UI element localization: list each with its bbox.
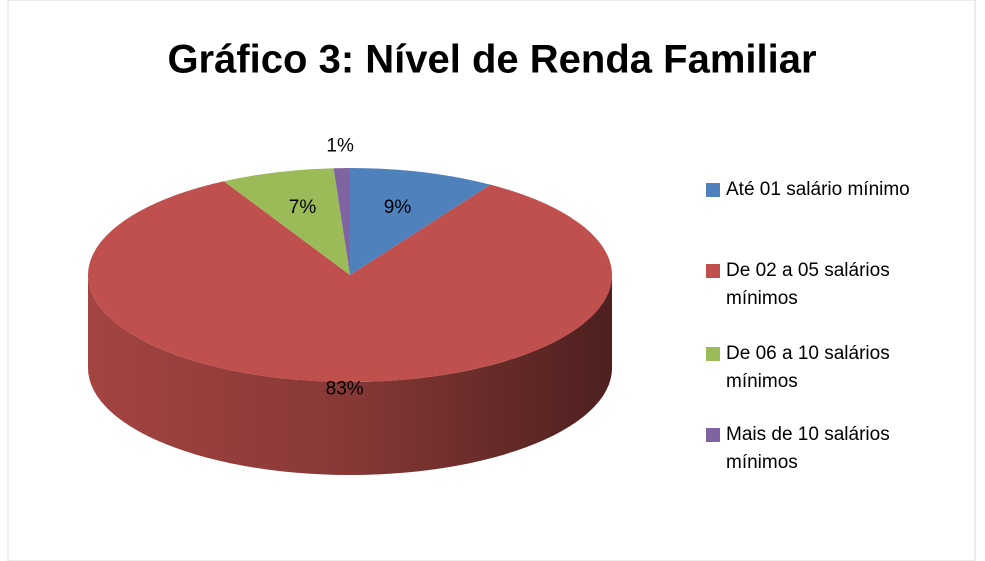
legend-item: Mais de 10 salários mínimos (706, 421, 941, 477)
legend-swatch (706, 428, 720, 442)
pie-slice (223, 168, 350, 275)
pie-slice (87, 181, 612, 382)
legend-label: Mais de 10 salários mínimos (726, 424, 890, 473)
pie-slice (333, 168, 350, 275)
legend-swatch (706, 347, 720, 361)
legend-swatch (706, 264, 720, 278)
data-label: 7% (289, 197, 317, 218)
legend-label: Até 01 salário mínimo (726, 179, 910, 200)
chart-border (7, 0, 976, 561)
legend-item: Até 01 salário mínimo (706, 176, 941, 204)
legend-swatch (706, 183, 720, 197)
data-label: 1% (326, 136, 354, 157)
legend-label: De 06 a 10 salários mínimos (726, 343, 890, 392)
legend-label: De 02 a 05 salários mínimos (726, 260, 890, 309)
chart-title: Gráfico 3: Nível de Renda Familiar (167, 38, 816, 82)
pie-side-shade (88, 275, 612, 475)
data-label: 83% (326, 379, 364, 400)
legend-item: De 06 a 10 salários mínimos (706, 340, 941, 396)
legend-item: De 02 a 05 salários mínimos (706, 257, 941, 313)
pie-slice (350, 168, 491, 275)
data-label: 9% (384, 197, 412, 218)
